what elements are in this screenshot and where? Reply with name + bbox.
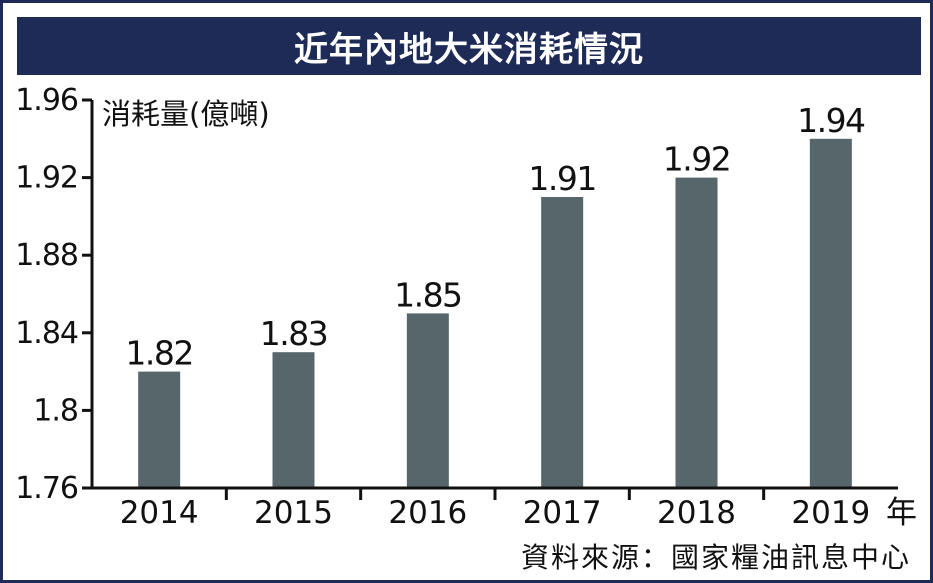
y-axis-unit-label: 消耗量(億噸): [102, 97, 270, 131]
x-tick-label-2019: 2019: [791, 495, 870, 531]
data-label-2015: 1.83: [260, 314, 327, 353]
x-tick-label-2015: 2015: [254, 495, 333, 531]
data-label-2018: 1.92: [663, 140, 730, 179]
bar-2016: [406, 313, 449, 488]
y-tick-label: 1.92: [15, 161, 78, 196]
data-label-2016: 1.85: [394, 275, 461, 314]
data-label-2014: 1.82: [125, 334, 192, 373]
y-tick-label: 1.96: [15, 83, 78, 118]
y-tick-label: 1.8: [33, 393, 78, 428]
x-tick-label-2018: 2018: [657, 495, 736, 531]
bar-2014: [138, 371, 181, 488]
data-label-2017: 1.91: [528, 159, 595, 198]
y-tick-label: 1.76: [15, 471, 78, 506]
bar-2015: [272, 352, 315, 488]
x-axis-unit-label: 年: [886, 495, 917, 531]
data-label-2019: 1.94: [797, 101, 865, 140]
data-labels: 1.82 1.83 1.85 1.91 1.92 1.94: [125, 101, 866, 373]
y-axis-ticks: 1.76 1.8 1.84 1.88 1.92 1.96: [15, 83, 92, 506]
chart-title: 近年內地大米消耗情況: [17, 17, 921, 75]
bar-2017: [541, 197, 584, 488]
y-tick-label: 1.84: [15, 316, 78, 351]
x-tick-label-2017: 2017: [523, 495, 602, 531]
x-tick-label-2016: 2016: [388, 495, 467, 531]
source-note: 資料來源：國家糧油訊息中心: [520, 541, 911, 574]
y-tick-label: 1.88: [15, 238, 78, 273]
x-tick-label-2014: 2014: [120, 495, 199, 531]
x-axis-ticks: 2014 2015 2016 2017 2018 2019: [120, 488, 870, 531]
bar-2019: [809, 138, 852, 489]
bars: [138, 138, 852, 489]
bar-2018: [675, 177, 718, 488]
